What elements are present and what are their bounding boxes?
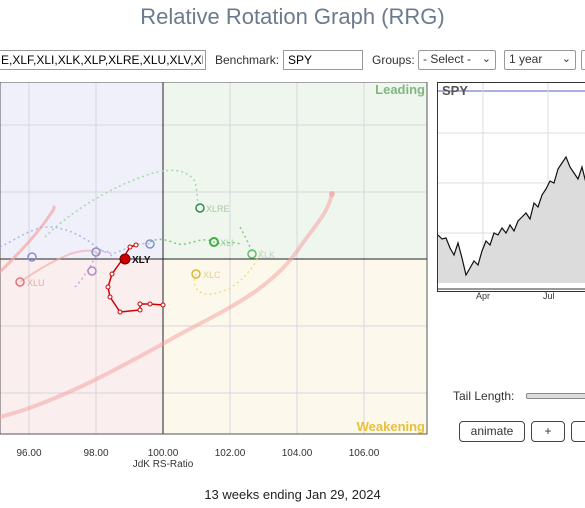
period-footer: 13 weeks ending Jan 29, 2024 [204,487,381,502]
x-tick-label: 100.00 [148,448,179,459]
leading-quadrant [163,82,427,259]
spy-chart [438,83,585,290]
xlb-tail-head-2 [91,247,101,257]
extra-select[interactable] [581,50,585,70]
plot-border [0,82,428,435]
xly-head[interactable] [119,253,131,265]
spy-price-line [438,155,585,277]
page-title: Relative Rotation Graph (RRG) [140,4,445,29]
tail-length-slider[interactable] [526,393,585,399]
rrg-plot[interactable]: XLY XLRE XLI XLK XLC XLU Leading Weakeni… [0,82,430,472]
benchmark-label: Benchmark: [215,53,280,67]
x-axis-label: JdK RS-Ratio [133,459,194,470]
xli-label[interactable]: XLI [220,238,234,248]
xli-tail-head [209,237,219,247]
xlv-tail [0,192,334,419]
benchmark-input[interactable] [283,50,363,70]
xly-label[interactable]: XLY [132,255,151,266]
x-tick-label: 106.00 [349,448,380,459]
spy-chart-panel: SPY [437,82,585,292]
tail-length-label: Tail Length: [453,389,515,403]
xlre-tail [44,169,201,238]
tickers-input[interactable] [0,50,206,70]
x-tick-label: 104.00 [282,448,313,459]
xlu-tail-2 [19,249,99,283]
xlc-label[interactable]: XLC [203,270,221,280]
xlk-tail-head [247,249,257,259]
lagging-quadrant [0,259,163,434]
xlc-tail [193,249,263,295]
xlv-tail-head [329,191,335,197]
xlb-tail-head-3 [145,239,155,249]
weakening-label: Weakening [357,419,425,434]
xlu-tail-head [15,277,25,287]
xlre-tail-head [195,203,205,213]
groups-select-value: - Select - [423,52,472,66]
xlb-tail-head [27,252,37,262]
animate-button[interactable]: animate [459,421,525,442]
leading-label: Leading [375,82,425,97]
xlu-label[interactable]: XLU [27,278,45,288]
more-button[interactable] [571,421,585,442]
toolbar: Benchmark: Groups: - Select - ⌄ 1 year ⌄ [0,50,585,72]
xlp-tail [74,250,113,288]
spy-month-label-apr: Apr [476,291,491,301]
xlb-tail [0,226,151,254]
x-tick-label: 98.00 [83,448,108,459]
spy-chart-label: SPY [442,83,469,98]
period-select-value: 1 year [509,52,543,66]
spy-price-area [438,157,585,283]
weakening-quadrant [163,259,427,434]
groups-select[interactable]: - Select - ⌄ [418,50,496,70]
xli-tail [149,238,241,246]
chevron-down-icon: ⌄ [561,53,571,65]
chevron-down-icon: ⌄ [481,53,491,65]
plus-button[interactable]: + [531,421,565,442]
xlp-tail-head [87,266,97,276]
xlre-label[interactable]: XLRE [206,204,230,214]
x-tick-label: 96.00 [16,448,41,459]
xlk-label[interactable]: XLK [258,250,275,260]
groups-label: Groups: [372,53,415,67]
period-select[interactable]: 1 year ⌄ [504,50,576,70]
x-tick-label: 102.00 [215,448,246,459]
xlc-tail-head [191,269,201,279]
xlu-tail [0,205,56,274]
improving-quadrant [0,82,163,259]
spy-month-label-jul: Jul [543,291,555,301]
xly-tail-points [105,242,166,315]
